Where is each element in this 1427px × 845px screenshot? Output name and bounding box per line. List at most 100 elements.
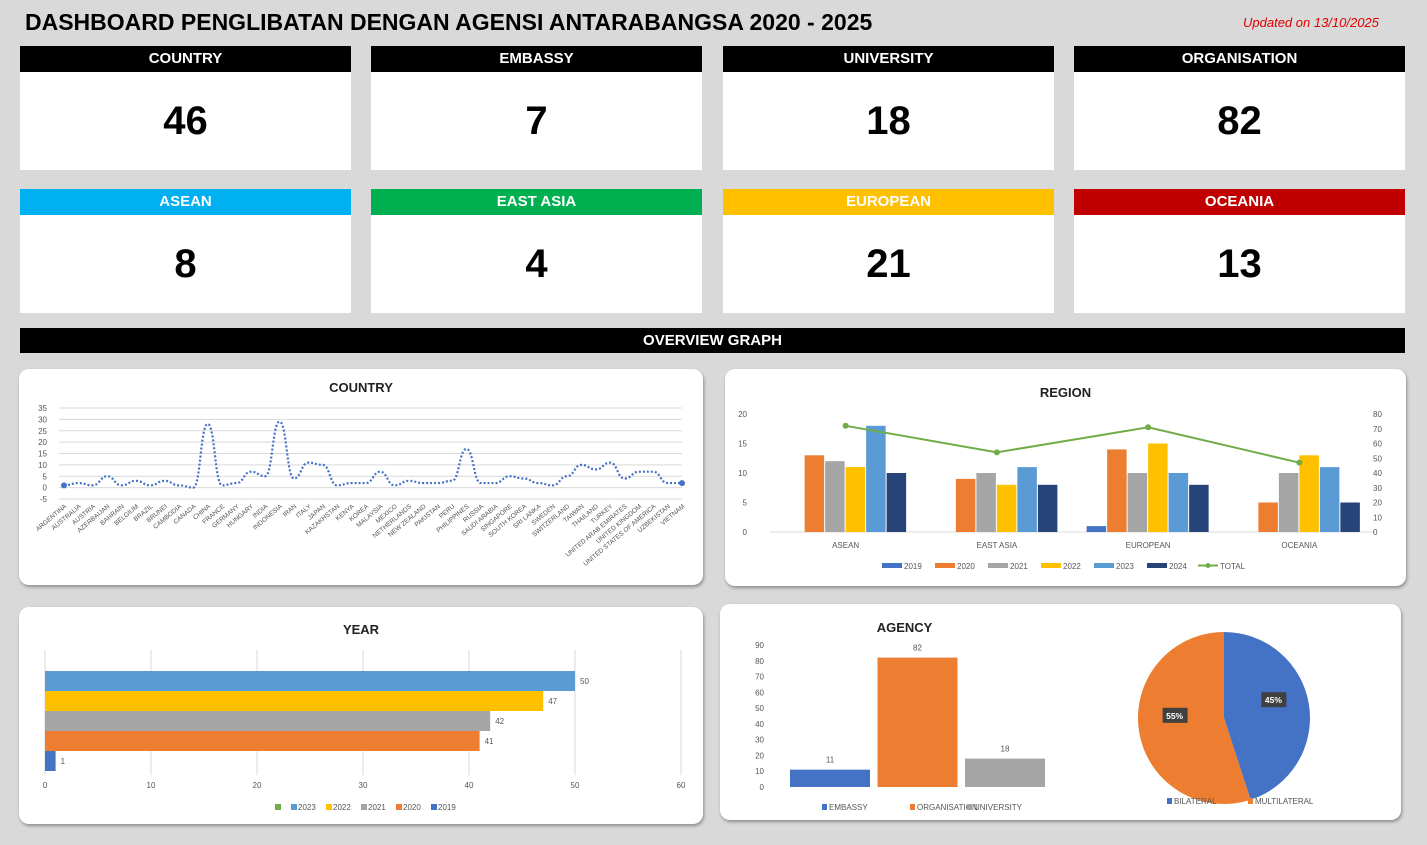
bar-2024-asean (886, 473, 907, 532)
y-tick-label: 10 (738, 469, 747, 478)
legend-swatch (1248, 798, 1253, 804)
data-point (61, 482, 67, 489)
data-label: 42 (495, 717, 504, 726)
y-tick-label: 30 (38, 415, 47, 424)
legend-label: 2021 (368, 803, 386, 812)
legend-label: 2023 (298, 803, 316, 812)
legend-label: 2019 (904, 562, 922, 571)
bar-2019-european (1086, 526, 1107, 532)
region-chart-title: REGION (1039, 385, 1092, 400)
bar-2021-european (1127, 473, 1148, 532)
x-tick-label: 30 (359, 781, 368, 790)
card-value: 8 (174, 242, 197, 286)
pie-slice-bilateral (1224, 632, 1310, 800)
legend-label: 2019 (438, 803, 456, 812)
bar-2020-east-asia (955, 478, 976, 532)
y2-tick-label: 30 (1373, 484, 1382, 493)
legend-swatch (1147, 563, 1167, 568)
x-tick-label: 60 (677, 781, 686, 790)
y-tick-label: 25 (38, 427, 47, 436)
legend-label: 2024 (1169, 562, 1187, 571)
legend-label: EMBASSY (829, 803, 868, 812)
legend-swatch (910, 804, 915, 810)
bar-2023-european (1168, 473, 1189, 532)
y2-tick-label: 80 (1373, 410, 1382, 419)
y-tick-label: 5 (743, 499, 748, 508)
dashboard-title: DASHBOARD PENGLIBATAN DENGAN AGENSI ANTA… (25, 9, 873, 35)
y-tick-label: -5 (40, 495, 48, 504)
y-tick-label: 0 (43, 484, 48, 493)
y-tick-label: 30 (755, 736, 764, 745)
legend-label: ORGANISATION (917, 803, 978, 812)
y2-tick-label: 20 (1373, 499, 1382, 508)
y-tick-label: 0 (760, 783, 765, 792)
x-tick-label: ASEAN (832, 541, 859, 550)
total-point (993, 449, 1000, 456)
card-value: 4 (525, 242, 548, 286)
bar-2019 (45, 751, 56, 771)
bar-2023-oceania (1319, 467, 1340, 532)
legend-swatch (1094, 563, 1114, 568)
card-value: 13 (1217, 242, 1262, 286)
bar-2021-east-asia (976, 473, 996, 532)
y-tick-label: 50 (755, 704, 764, 713)
x-tick-label: EAST ASIA (976, 541, 1017, 550)
agency-chart-title: AGENCY (876, 620, 933, 635)
year-chart-title: YEAR (342, 622, 380, 637)
card-university: UNIVERSITY 18 (723, 46, 1054, 170)
bar-embassy (790, 769, 870, 787)
pie-data-label: 55% (1166, 711, 1183, 721)
y-tick-label: 40 (755, 720, 764, 729)
bar-university (965, 758, 1045, 787)
y-tick-label: 15 (38, 450, 47, 459)
data-label: 41 (485, 737, 494, 746)
bar-2022-asean (845, 467, 866, 532)
data-label: 47 (548, 697, 557, 706)
x-tick-label: 50 (571, 781, 580, 790)
y-tick-label: 35 (38, 404, 47, 413)
card-label: ASEAN (20, 189, 351, 215)
bar-2022-oceania (1299, 455, 1319, 532)
y-tick-label: 20 (38, 438, 47, 447)
card-label: ORGANISATION (1074, 46, 1405, 72)
legend-swatch (275, 804, 281, 810)
year-chart: YEAR 0 10 20 30 40 50 60 50 47 42 41 1 2023 2022 2021 2… (19, 607, 703, 824)
y2-tick-label: 50 (1373, 454, 1382, 463)
card-european: EUROPEAN 21 (723, 189, 1054, 313)
legend-swatch (361, 804, 367, 810)
legend-label: 2020 (957, 562, 975, 571)
legend-swatch (326, 804, 332, 810)
data-label: 1 (61, 757, 66, 766)
card-label: EAST ASIA (371, 189, 702, 215)
bar-2021-oceania (1278, 473, 1299, 532)
legend-swatch (882, 563, 902, 568)
y-tick-label: 60 (755, 688, 764, 697)
legend-label: 2023 (1116, 562, 1134, 571)
pie-label-box (1162, 707, 1188, 723)
pie-label-box (1261, 692, 1287, 708)
legend-swatch (988, 563, 1008, 568)
bar-2020-oceania (1258, 502, 1278, 532)
overview-graph-header: OVERVIEW GRAPH (20, 328, 1405, 353)
legend-label: TOTAL (1220, 562, 1246, 571)
country-series-line (63, 420, 682, 489)
y2-tick-label: 0 (1373, 528, 1378, 537)
region-chart: REGION 0 5 10 15 20 0 10 20 30 40 50 60 70 80 ASEAN EAS… (725, 369, 1406, 586)
y-tick-label: 15 (738, 440, 747, 449)
legend-label: UNIVERSITY (974, 803, 1023, 812)
card-label: COUNTRY (20, 46, 351, 72)
data-label: 50 (580, 677, 589, 686)
data-label: 18 (1001, 745, 1010, 754)
bar-2023 (45, 671, 575, 691)
bar-organisation (877, 657, 958, 787)
agency-chart: AGENCY 0 10 20 30 40 50 60 70 80 90 11 82 18 EMBASSY O… (720, 604, 1401, 820)
country-chart-title: COUNTRY (329, 380, 393, 395)
bar-2023-east-asia (1017, 467, 1037, 532)
country-chart: COUNTRY -5 0 5 10 15 20 25 30 35 ARGENTINA AUSTRAL… (19, 369, 703, 585)
x-tick-label: 40 (465, 781, 474, 790)
data-label: 11 (826, 756, 835, 765)
legend-swatch (1041, 563, 1061, 568)
bar-2022-east-asia (996, 484, 1017, 532)
data-label: 82 (913, 644, 922, 653)
bar-2021 (45, 711, 491, 731)
